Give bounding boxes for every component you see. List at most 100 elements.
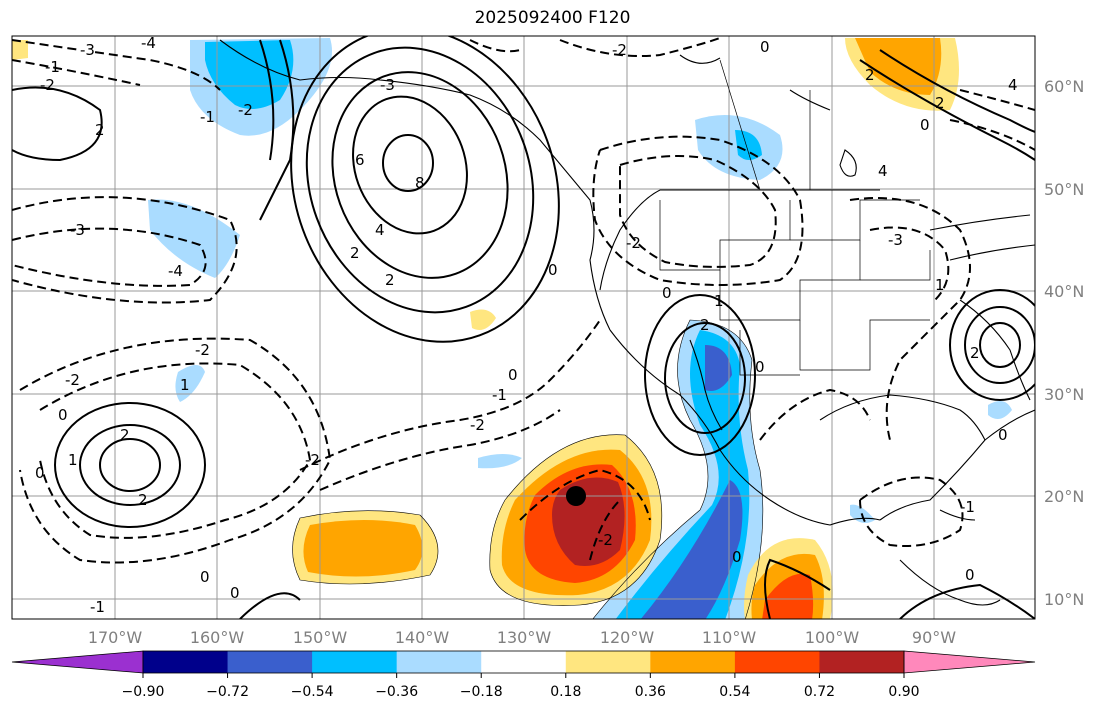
storm-center-marker (566, 486, 586, 506)
contour-label: 4 (1008, 76, 1018, 94)
colorbar-segment (396, 651, 482, 673)
contour-label: -2 (305, 451, 320, 469)
pos-anomaly-central-pacific-core (303, 520, 423, 577)
colorbar-tick-label: 0.18 (550, 684, 581, 700)
colorbar-segment (650, 651, 736, 673)
contour-label: 1 (935, 276, 945, 294)
borders (659, 59, 931, 376)
pos-anomaly-small (470, 309, 496, 331)
contour-label: -2 (612, 41, 627, 59)
contour-label: 0 (230, 584, 240, 602)
colorbar-tick-label: 0.36 (635, 684, 666, 700)
contour-label: -3 (888, 231, 903, 249)
map-panel: -3 -4 -2 0 -3 6 8 4 2 2 0 -3 -4 -2 -2 0 … (12, 34, 1035, 619)
map-frame (11, 35, 1036, 620)
lat-label: 40°N (1044, 282, 1084, 301)
contour-label: -3 (80, 41, 95, 59)
lon-label: 110°W (702, 628, 757, 647)
contour-label: -4 (168, 262, 183, 280)
contour-label: -3 (380, 76, 395, 94)
contour-label: -2 (470, 416, 485, 434)
contour-label: -4 (141, 34, 156, 52)
contour-label: 2 (350, 244, 360, 262)
colorbar-tick-label: −0.36 (375, 684, 418, 700)
neg-anomaly-small-2 (478, 454, 522, 469)
contour-label: 0 (662, 284, 672, 302)
pos-anomaly-ne-core (855, 38, 942, 95)
contour-label: 6 (355, 151, 365, 169)
negative-contours (12, 37, 1035, 564)
colorbar-tick-label: 0.72 (804, 684, 835, 700)
contour-label: 8 (415, 174, 425, 192)
colorbar-segment (143, 651, 229, 673)
lat-label: 10°N (1044, 590, 1084, 609)
lat-label: 20°N (1044, 487, 1084, 506)
contour-label: 2 (935, 94, 945, 112)
contour-label: 1 (714, 292, 724, 310)
graticule (12, 36, 1035, 619)
lon-axis-labels: 170°W 160°W 150°W 140°W 130°W 120°W 110°… (88, 628, 956, 647)
contour-label: -2 (40, 76, 55, 94)
contour-label: -1 (200, 108, 215, 126)
lon-label: 120°W (600, 628, 655, 647)
colorbar-frame (142, 650, 905, 674)
contour-label: 0 (58, 406, 68, 424)
contour-label: -2 (626, 234, 641, 252)
contour-label: 0 (508, 366, 518, 384)
contour-label: 0 (998, 426, 1008, 444)
contour-label: 2 (385, 271, 395, 289)
contour-label: 0 (548, 261, 558, 279)
contour-label: 0 (755, 358, 765, 376)
colorbar-segment (481, 651, 567, 673)
contour-label: -1 (960, 498, 975, 516)
contour-label: 0 (35, 464, 45, 482)
colorbar-segment (227, 651, 313, 673)
colorbar-segment (734, 651, 820, 673)
contour-label: 1 (180, 376, 190, 394)
lon-label: 140°W (395, 628, 450, 647)
colorbar-segment (312, 651, 398, 673)
colorbar-tick-label: −0.72 (206, 684, 249, 700)
contour-label: 2 (138, 491, 148, 509)
colorbar-extend-high (903, 650, 1036, 674)
colorbar-tick-label: −0.18 (460, 684, 503, 700)
contour-label: -1 (45, 58, 60, 76)
neg-anomaly-gulf (988, 401, 1012, 419)
contour-label: 0 (965, 566, 975, 584)
contour-label: 0 (732, 548, 742, 566)
contour-label: -1 (90, 598, 105, 616)
contour-label: -2 (598, 531, 613, 549)
contour-label: 4 (878, 162, 888, 180)
colorbar-segment (565, 651, 651, 673)
contour-label: 2 (120, 426, 130, 444)
positive-contours (12, 36, 1035, 619)
map-title: 2025092400 F120 (474, 8, 631, 28)
lat-label: 50°N (1044, 180, 1084, 199)
contour-label: -2 (65, 371, 80, 389)
contour-label: 0 (920, 116, 930, 134)
lon-label: 150°W (293, 628, 348, 647)
contour-label: -2 (238, 101, 253, 119)
contour-label: 1 (68, 451, 78, 469)
colorbar-tick-label: 0.90 (888, 684, 919, 700)
colorbar-tick-label: −0.90 (122, 684, 165, 700)
pos-anomaly-south-core2 (762, 573, 814, 619)
neg-anomaly-canada-core (735, 130, 762, 160)
contour-label: -2 (195, 341, 210, 359)
lon-label: 170°W (88, 628, 143, 647)
contour-label: 2 (865, 66, 875, 84)
lat-axis-labels: 60°N 50°N 40°N 30°N 20°N 10°N (1044, 77, 1084, 609)
contour-label: 0 (760, 38, 770, 56)
lon-label: 130°W (497, 628, 552, 647)
lon-label: 90°W (912, 628, 956, 647)
pos-anomaly-nw-corner (12, 40, 28, 60)
colorbar-segment (819, 651, 905, 673)
neg-anomaly-small (175, 365, 205, 402)
contour-label: 2 (970, 344, 980, 362)
contour-label: 4 (375, 221, 385, 239)
contour-label: -3 (70, 221, 85, 239)
colorbar: −0.90 −0.72 −0.54 −0.36 −0.18 0.18 0.36 0.54 0.7… (11, 650, 1036, 700)
contour-labels: -3 -4 -2 0 -3 6 8 4 2 2 0 -3 -4 -2 -2 0 … (35, 34, 1018, 616)
colorbar-tick-label: −0.54 (291, 684, 334, 700)
